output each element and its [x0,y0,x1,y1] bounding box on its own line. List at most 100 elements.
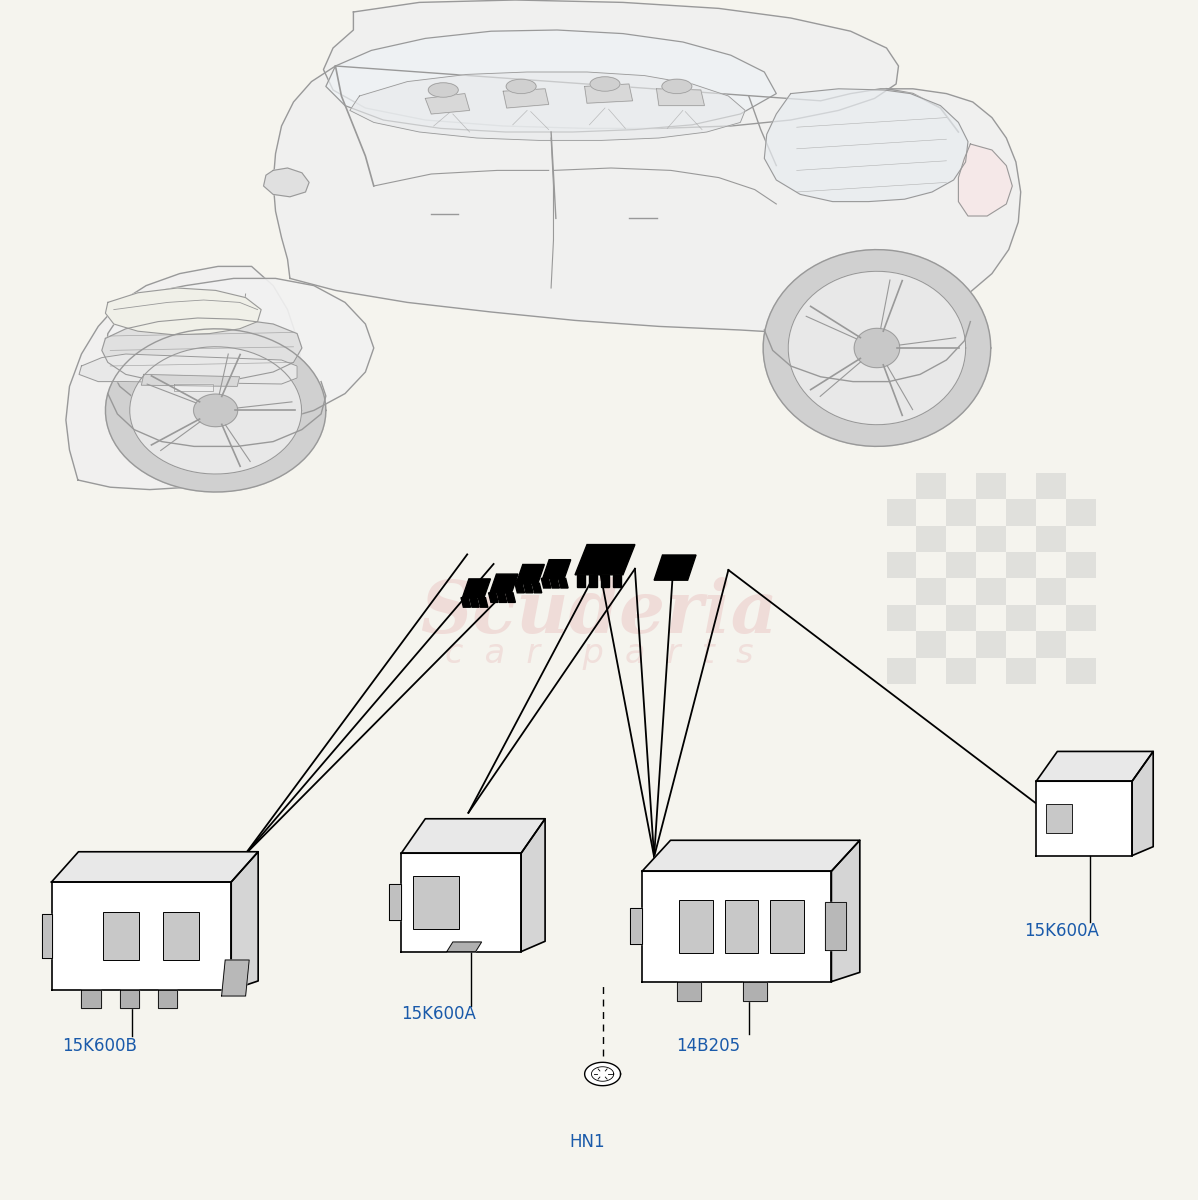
Bar [887,658,916,684]
Bar [976,578,1006,605]
Polygon shape [788,271,966,425]
Polygon shape [677,982,701,1001]
Polygon shape [601,575,609,587]
Polygon shape [158,990,177,1008]
Polygon shape [1036,781,1132,856]
Polygon shape [447,942,482,952]
Bar [887,605,916,631]
Polygon shape [642,840,860,871]
Polygon shape [425,94,470,114]
Bar [946,552,976,578]
Bar [103,912,139,960]
Bar [413,876,459,929]
Bar [916,578,946,605]
Bar [946,499,976,526]
Bar [1066,552,1096,578]
Polygon shape [52,852,259,882]
Polygon shape [589,575,597,587]
Bar [976,631,1006,658]
Bar [1066,658,1096,684]
Text: 14B205: 14B205 [676,1037,740,1056]
Bar [887,552,916,578]
Ellipse shape [429,83,458,97]
Polygon shape [489,593,498,602]
Bar [1066,499,1096,526]
Bar [916,473,946,499]
Ellipse shape [661,79,691,94]
Polygon shape [763,250,991,446]
Polygon shape [81,990,101,1008]
Polygon shape [613,575,621,587]
Polygon shape [52,882,231,990]
Polygon shape [478,598,488,607]
Polygon shape [194,394,237,427]
Polygon shape [831,840,860,982]
Polygon shape [743,982,767,1001]
Polygon shape [585,84,633,103]
Polygon shape [532,583,541,593]
Bar [725,900,758,953]
Polygon shape [577,575,585,587]
Polygon shape [541,578,551,588]
Polygon shape [401,818,545,853]
Polygon shape [401,853,521,952]
Polygon shape [222,960,249,996]
Bar [163,912,199,960]
Polygon shape [543,559,570,578]
Polygon shape [575,545,635,575]
Bar [1036,631,1066,658]
Bar [770,900,804,953]
Polygon shape [461,598,471,607]
Bar [887,499,916,526]
Polygon shape [854,329,900,367]
Polygon shape [1132,751,1154,856]
Bar [1036,473,1066,499]
Text: 15K600A: 15K600A [1024,922,1100,941]
Polygon shape [1036,751,1154,781]
Polygon shape [105,288,261,335]
Polygon shape [120,990,139,1008]
Polygon shape [470,598,479,607]
Bar [679,900,713,953]
Polygon shape [958,144,1012,216]
Polygon shape [105,329,326,492]
Bar [946,605,976,631]
Polygon shape [654,554,696,580]
Text: Scuderia: Scuderia [420,576,778,648]
Polygon shape [273,66,1021,334]
Polygon shape [264,168,309,197]
Ellipse shape [506,79,537,94]
Bar [1046,804,1072,833]
Polygon shape [105,278,374,427]
Polygon shape [825,902,846,950]
Bar [1006,605,1036,631]
Polygon shape [79,354,297,384]
Text: 15K600A: 15K600A [401,1006,477,1022]
Bar [1006,499,1036,526]
Polygon shape [350,72,745,140]
Polygon shape [630,908,642,944]
Bar [1036,526,1066,552]
Polygon shape [503,89,549,108]
Text: 15K600B: 15K600B [62,1037,137,1056]
Polygon shape [585,1062,621,1086]
Polygon shape [516,564,544,583]
Polygon shape [323,0,898,128]
Polygon shape [515,583,525,593]
Bar [1006,658,1036,684]
Polygon shape [129,347,302,474]
Polygon shape [550,578,559,588]
Ellipse shape [589,77,621,91]
Polygon shape [462,578,490,598]
Polygon shape [657,89,704,106]
Text: HN1: HN1 [569,1133,605,1152]
Polygon shape [524,583,533,593]
Polygon shape [326,30,776,132]
Polygon shape [506,593,515,602]
Bar [916,526,946,552]
Polygon shape [42,914,52,958]
Polygon shape [231,852,259,990]
Bar [1006,552,1036,578]
Bar [946,658,976,684]
Polygon shape [102,318,302,383]
